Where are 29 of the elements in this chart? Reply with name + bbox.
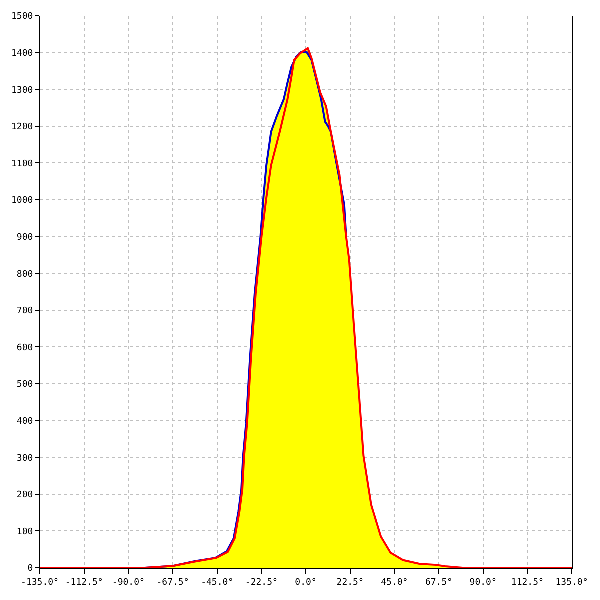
- y-tick-label: 500: [16, 380, 34, 390]
- x-tick-label: -45.0°: [201, 578, 234, 588]
- y-tick-label: 1300: [12, 86, 34, 96]
- x-tick-label: 0.0°: [295, 578, 317, 588]
- y-tick-label: 1200: [12, 122, 34, 133]
- x-tick-label: 22.5°: [336, 578, 364, 588]
- x-tick-label: -135.0°: [21, 578, 59, 588]
- x-tick-label: 45.0°: [381, 578, 408, 588]
- x-tick-label: -90.0°: [112, 578, 145, 588]
- y-tick-label: 700: [16, 306, 34, 317]
- y-tick-label: 400: [16, 416, 34, 427]
- y-tick-label: 1500: [12, 12, 34, 22]
- x-tick-label: -112.5°: [65, 578, 104, 588]
- x-tick-label: -22.5°: [245, 578, 278, 588]
- y-tick-label: 100: [16, 527, 34, 538]
- x-tick-label: 112.5°: [511, 578, 544, 588]
- x-tick-label: 135.0°: [556, 578, 588, 588]
- y-tick-label: 1000: [12, 196, 34, 206]
- y-tick-label: 1400: [12, 48, 34, 59]
- y-tick-label: 800: [16, 270, 34, 280]
- y-tick-label: 1100: [12, 159, 34, 170]
- x-tick-label: 67.5°: [425, 578, 453, 588]
- x-tick-label: 90.0°: [470, 578, 497, 588]
- x-tick-label: -67.5°: [156, 578, 190, 588]
- y-tick-label: 900: [16, 232, 34, 243]
- y-tick-label: 0: [28, 564, 34, 574]
- y-tick-label: 300: [16, 454, 34, 464]
- y-tick-label: 200: [16, 490, 34, 501]
- y-tick-label: 600: [16, 343, 34, 354]
